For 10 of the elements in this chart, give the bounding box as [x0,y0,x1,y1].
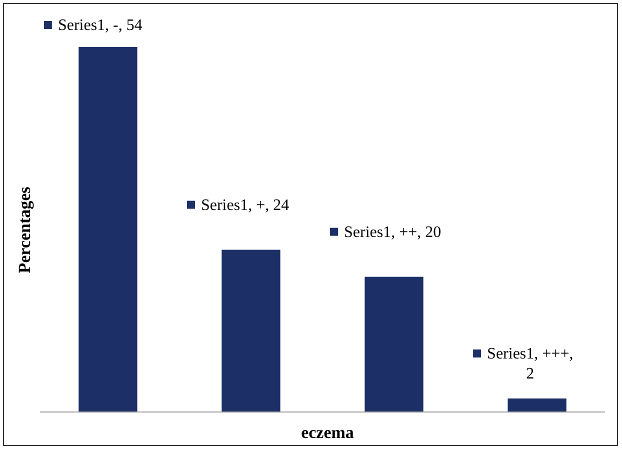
data-label: Series1, ++, 20 [344,224,442,241]
bar [364,276,424,412]
bar [222,250,280,412]
x-axis-title: eczema [301,423,354,442]
data-label: Series1, +, 24 [200,196,290,214]
data-label: Series1, -, 54 [58,17,142,34]
y-axis-title: Percentages [15,186,34,274]
bar [78,47,138,412]
bar [508,398,566,412]
data-label: Series1, +++, 2 [487,345,574,382]
